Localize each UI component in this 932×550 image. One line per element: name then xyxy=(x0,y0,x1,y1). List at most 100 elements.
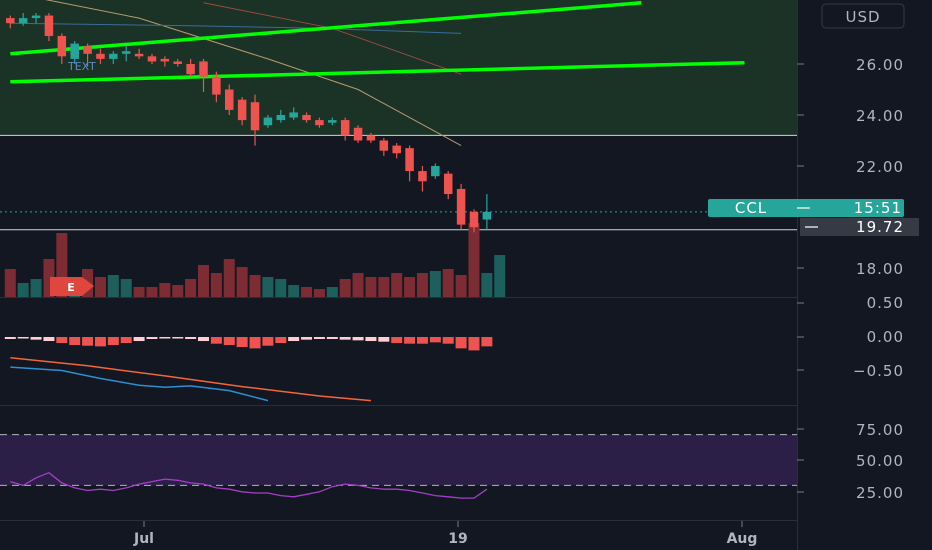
price-ticks: 26.00 24.00 22.00 18.00 xyxy=(797,56,904,278)
macd-histogram xyxy=(4,337,493,351)
channel-lower-line xyxy=(10,60,745,84)
candle-body xyxy=(109,53,118,59)
volume-bar xyxy=(94,277,106,297)
price-tick-label: 24.00 xyxy=(856,107,904,125)
macd-histogram-bar xyxy=(159,337,171,339)
volume-bar xyxy=(481,273,493,297)
volume-bar xyxy=(313,289,325,297)
price-scale-background xyxy=(797,0,932,550)
signal-line xyxy=(10,357,371,402)
rsi-scale: 75.00 50.00 25.00 xyxy=(797,421,904,502)
earnings-marker-label: E xyxy=(67,281,75,294)
candle-body xyxy=(57,35,67,57)
ma-line-tan xyxy=(45,0,462,147)
macd-histogram-bar xyxy=(30,337,42,340)
volume-bar xyxy=(43,259,55,297)
macd-histogram-bar xyxy=(455,337,467,349)
volume-bar xyxy=(365,277,377,297)
rsi-line xyxy=(10,471,488,499)
candle-body xyxy=(456,188,466,225)
volume-bar xyxy=(378,277,390,297)
candle-body xyxy=(18,18,28,24)
candle-body xyxy=(289,112,298,118)
price-scale[interactable]: USD 26.00 24.00 22.00 18.00 CCL 15:51 19… xyxy=(708,0,932,550)
rsi-tick-label: 50.00 xyxy=(856,452,904,470)
volume-bar xyxy=(442,269,454,297)
volume-bar xyxy=(301,287,313,297)
macd-histogram-bar xyxy=(339,337,351,340)
macd-histogram-bar xyxy=(69,337,81,346)
volume-bar xyxy=(198,265,209,297)
macd-histogram-bar xyxy=(352,337,364,341)
volume-bar xyxy=(185,279,197,297)
symbol-price-badge[interactable]: CCL 15:51 xyxy=(708,199,904,217)
candle-body xyxy=(225,89,234,110)
last-price-badge[interactable]: 19.72 xyxy=(800,218,919,236)
rsi-tick-label: 75.00 xyxy=(856,421,904,439)
currency-button[interactable] xyxy=(821,3,905,29)
volume-bar xyxy=(159,283,171,297)
macd-histogram-bar xyxy=(404,337,416,344)
macd-histogram-bar xyxy=(185,337,197,340)
volume-bar xyxy=(391,273,403,297)
volume-bar xyxy=(210,273,222,297)
candle-body xyxy=(353,127,363,141)
macd-pane[interactable] xyxy=(4,337,493,402)
candle-body xyxy=(212,76,221,95)
rsi-band-background xyxy=(0,434,797,486)
candle-body xyxy=(31,15,41,19)
macd-histogram-bar xyxy=(326,337,338,340)
macd-histogram-bar xyxy=(94,337,106,347)
macd-histogram-bar xyxy=(468,337,480,351)
candle-body xyxy=(482,211,492,220)
candle-body xyxy=(199,61,208,77)
volume-bar xyxy=(146,287,158,297)
last-price-badge-background xyxy=(800,218,919,236)
macd-histogram-bar xyxy=(43,337,55,342)
macd-histogram-bar xyxy=(442,337,454,344)
volume-bar xyxy=(455,275,467,297)
rsi-tick-label: 25.00 xyxy=(856,484,904,502)
time-axis[interactable]: Jul 19 Aug xyxy=(0,520,797,548)
highlight-zone xyxy=(0,0,797,136)
macd-histogram-bar xyxy=(288,337,300,342)
volume-bar xyxy=(236,267,248,297)
volume-bar xyxy=(494,255,506,297)
volume-bar xyxy=(172,285,184,297)
macd-histogram-bar xyxy=(236,337,248,348)
candle-body xyxy=(379,140,389,151)
volume-bar xyxy=(339,279,351,297)
candle-body xyxy=(44,15,54,36)
volume-bar xyxy=(404,277,416,297)
time-to-close: 15:51 xyxy=(854,199,902,217)
volume-bar xyxy=(249,275,261,297)
volume-bar xyxy=(352,273,364,297)
price-tick-label: 26.00 xyxy=(856,56,904,74)
macd-tick-label: −0.50 xyxy=(853,362,904,380)
symbol-label: CCL xyxy=(735,199,767,217)
macd-histogram-bar xyxy=(391,337,403,344)
volume-bar xyxy=(56,233,68,297)
candle-body xyxy=(6,18,15,24)
volume-bar xyxy=(468,223,480,297)
macd-histogram-bar xyxy=(82,337,94,346)
channel-lines[interactable] xyxy=(10,1,745,84)
macd-histogram-bar xyxy=(429,337,441,343)
candle-body xyxy=(405,148,414,172)
macd-histogram-bar xyxy=(4,337,16,340)
volume-bar xyxy=(416,273,428,297)
candle-body xyxy=(147,56,157,62)
macd-histogram-bar xyxy=(378,337,390,342)
candle-body xyxy=(263,117,273,126)
volume-bar xyxy=(30,279,42,297)
candle-body xyxy=(160,58,170,62)
volume-bar xyxy=(120,279,132,297)
candle-body xyxy=(443,173,453,195)
macd-histogram-bar xyxy=(210,337,222,344)
rsi-pane[interactable] xyxy=(0,434,797,499)
price-pane[interactable]: TEXT E xyxy=(0,0,797,297)
candle-body xyxy=(250,102,260,131)
macd-histogram-bar xyxy=(249,337,261,349)
earnings-marker[interactable]: E xyxy=(50,277,94,296)
